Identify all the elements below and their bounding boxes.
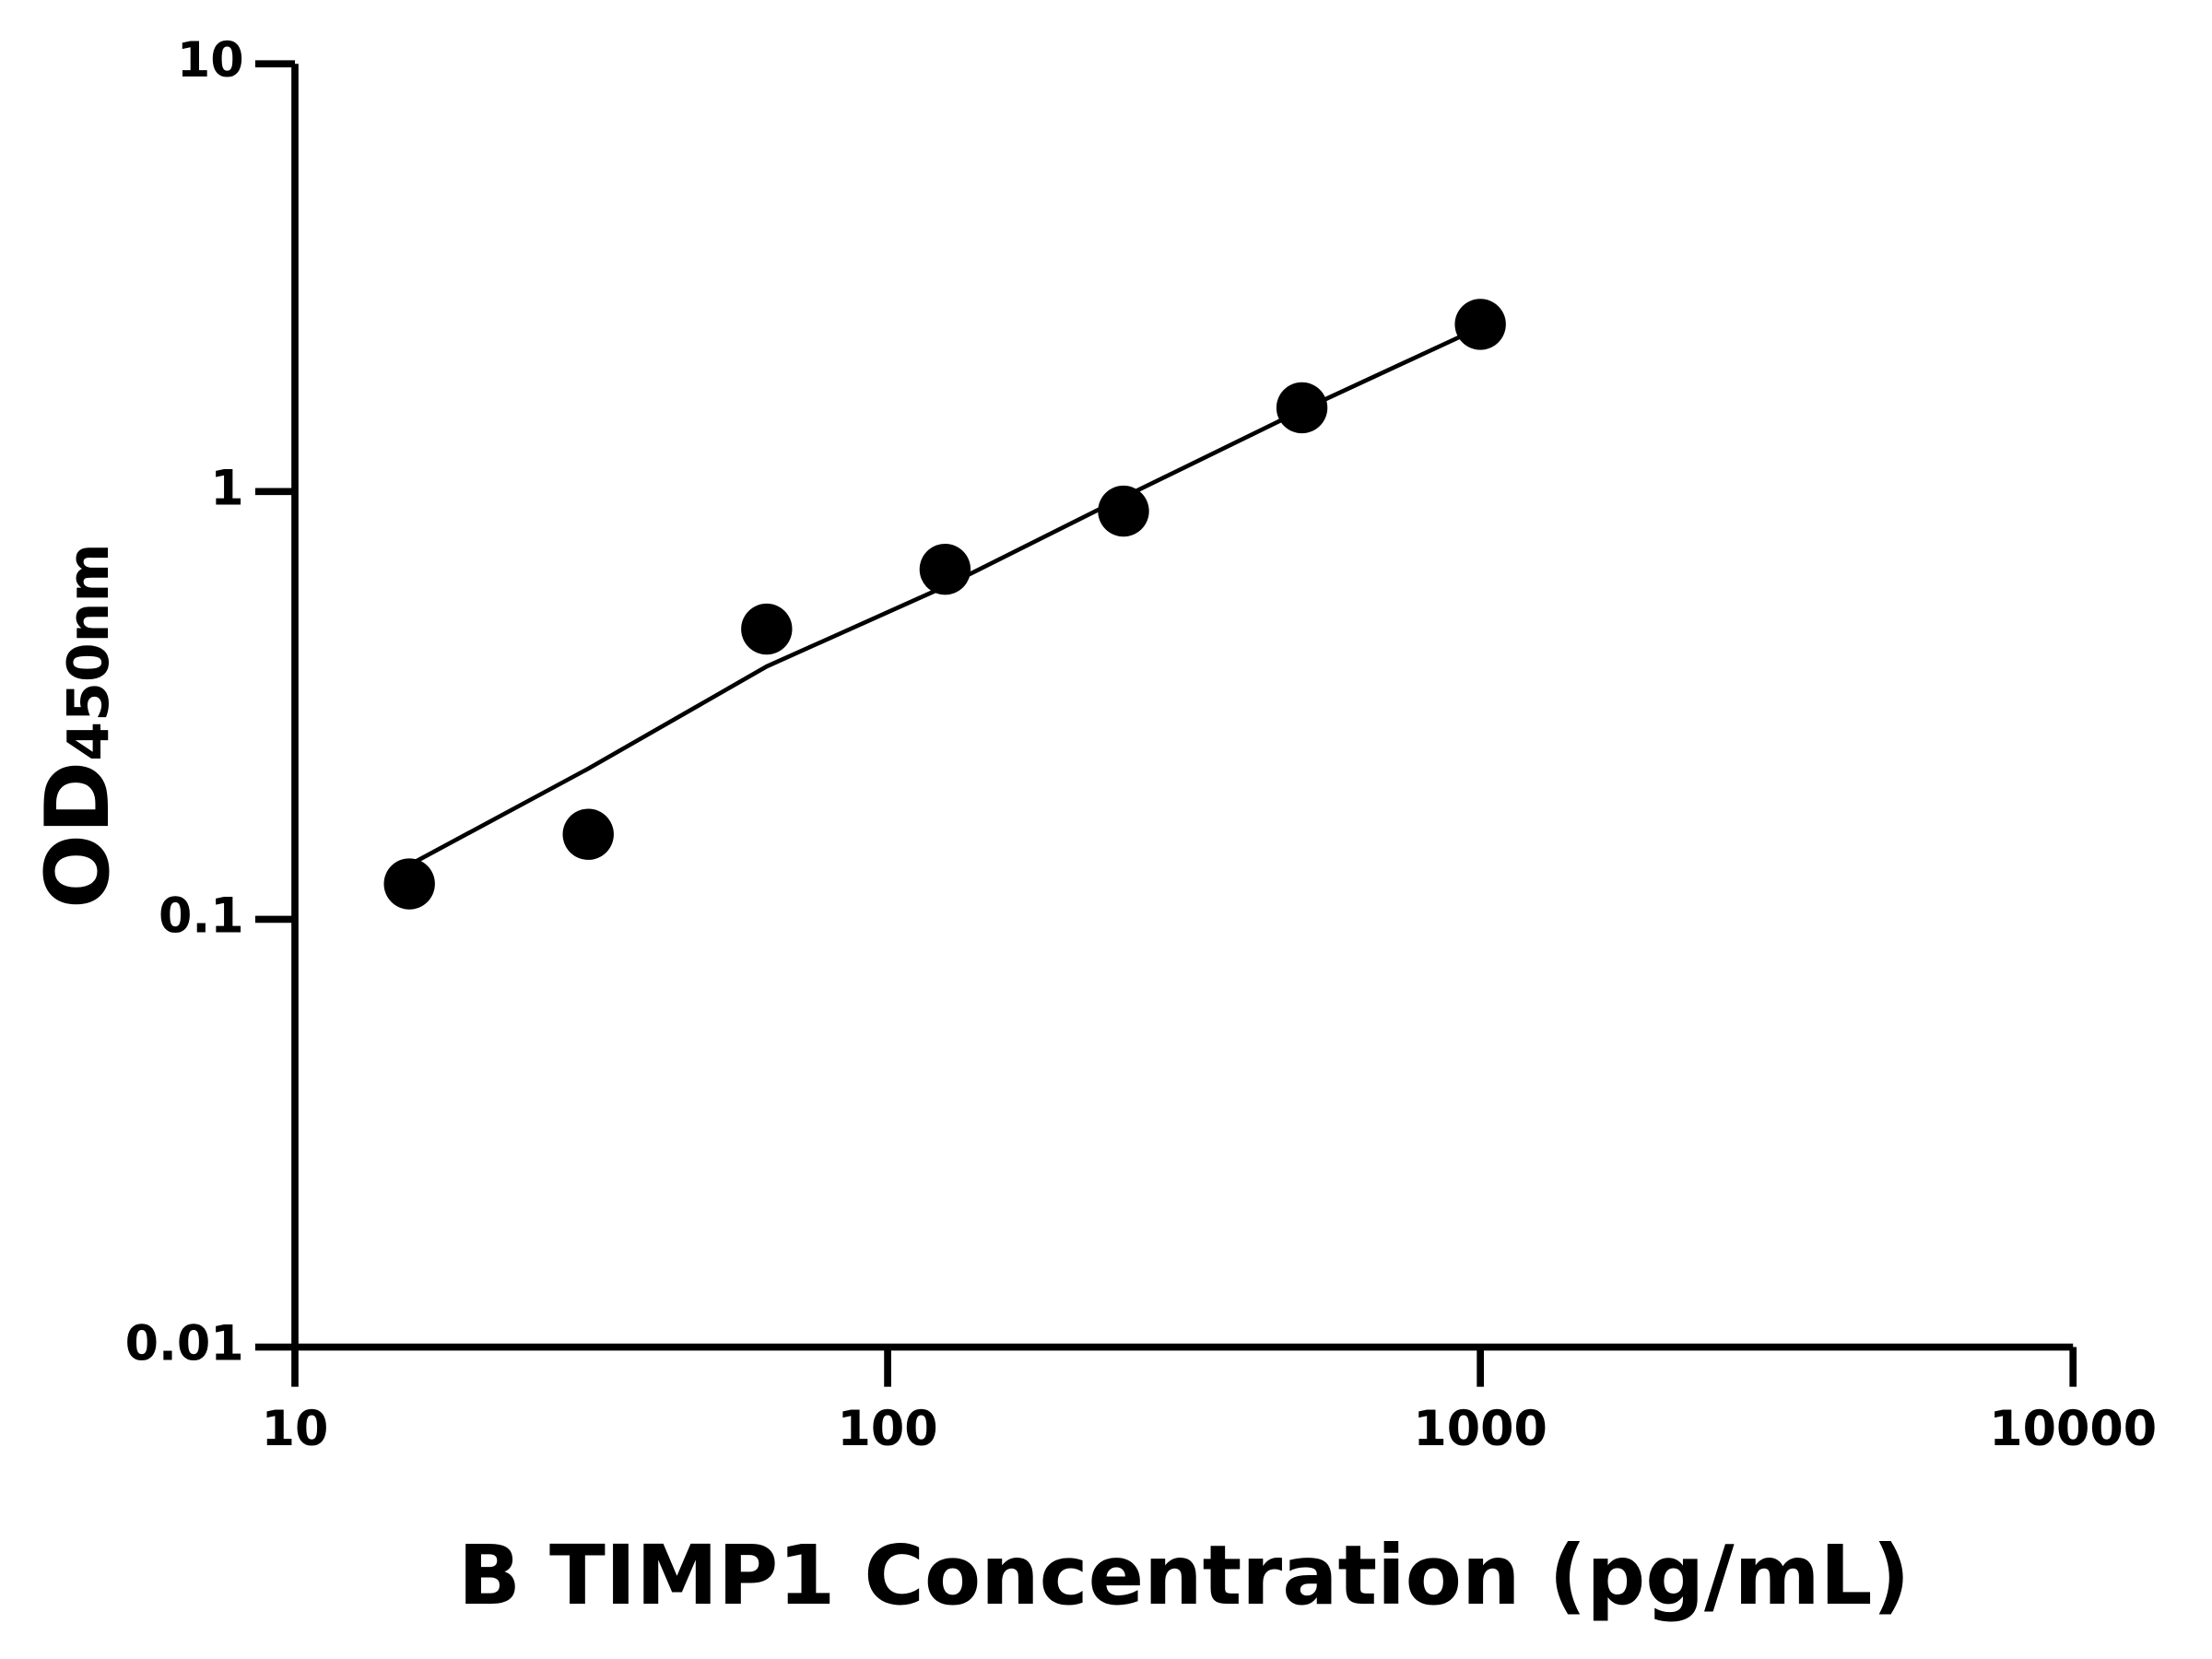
y-axis-label: OD450nm <box>27 543 129 909</box>
data-point <box>1276 382 1328 434</box>
y-tick-label: 0.1 <box>159 888 244 944</box>
x-axis-label: B TIMP1 Concentration (pg/mL) <box>458 1528 1910 1624</box>
x-tick-label: 10000 <box>1989 1401 2157 1457</box>
y-tick-label: 0.01 <box>125 1316 244 1372</box>
x-tick-label: 100 <box>837 1401 937 1457</box>
data-point <box>562 808 614 860</box>
y-tick-label: 10 <box>177 32 244 88</box>
y-tick-label: 1 <box>210 460 243 516</box>
y-axis-label-subscript: 450nm <box>55 543 122 760</box>
data-point <box>1098 485 1149 537</box>
data-point <box>1454 299 1506 350</box>
data-point <box>741 603 793 655</box>
x-tick-label: 1000 <box>1413 1401 1547 1457</box>
x-tick-label: 10 <box>262 1401 329 1457</box>
y-axis-label-main: OD <box>27 761 129 909</box>
data-point <box>919 544 971 595</box>
data-point <box>383 858 435 910</box>
